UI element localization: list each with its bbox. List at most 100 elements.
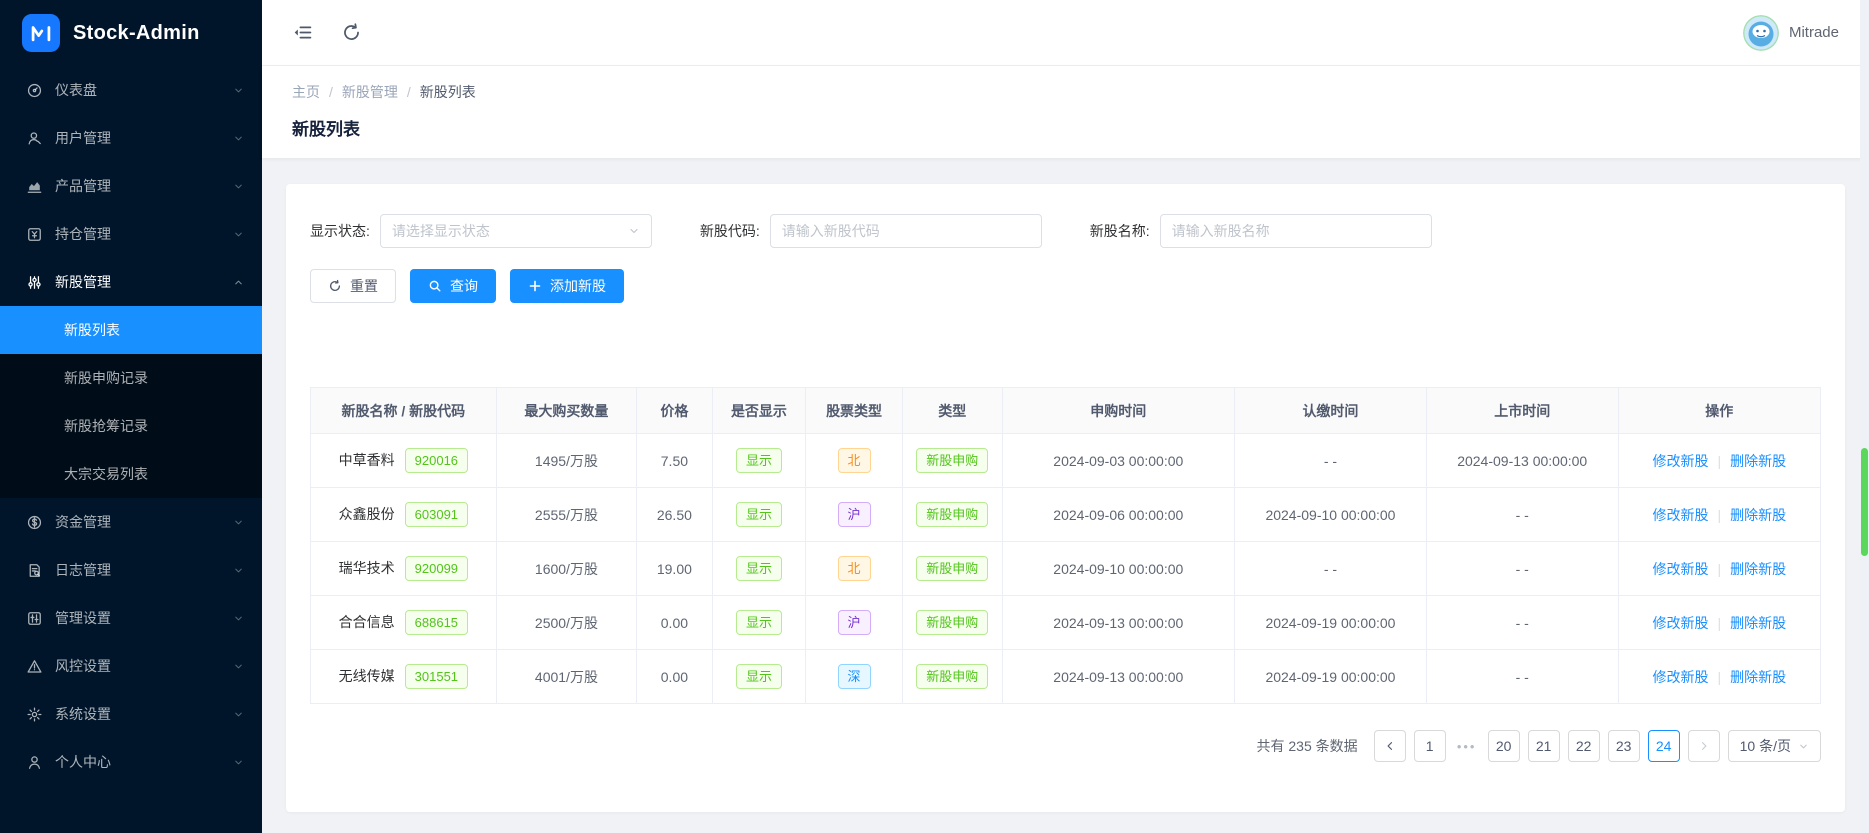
sidebar-item-label: 新股管理 (55, 274, 111, 290)
pagination-page-1[interactable]: 1 (1413, 730, 1446, 762)
main-area: Mitrade 主页 / 新股管理 / 新股列表 新股列表 显示状态: 请选择显示状态 … (262, 0, 1869, 833)
sidebar-item-funds[interactable]: 资金管理 (0, 498, 262, 546)
ipo-icon (26, 274, 43, 291)
page-title: 新股列表 (292, 120, 360, 139)
delete-ipo-link[interactable]: 删除新股 (1730, 614, 1787, 631)
add-ipo-button[interactable]: 添加新股 (510, 269, 624, 303)
pagination-page-20[interactable]: 20 (1487, 730, 1520, 762)
edit-ipo-link[interactable]: 修改新股 (1652, 614, 1709, 631)
cell-pay-time: - - (1234, 433, 1427, 488)
sidebar-item-label: 资金管理 (55, 514, 111, 530)
pagination-total: 共有 235 条数据 (1256, 738, 1358, 754)
pagination-next-button[interactable] (1687, 730, 1720, 762)
table-row: 无线传媒 301551 4001/万股 0.00 显示 深 新股申购 2024-09-13 0… (310, 649, 1822, 704)
chevron-down-icon (233, 517, 244, 528)
edit-ipo-link[interactable]: 修改新股 (1652, 560, 1709, 577)
sidebar-item-profile[interactable]: 个人中心 (0, 738, 262, 786)
pagination-page-24[interactable]: 24 (1647, 730, 1680, 762)
cell-max-buy: 2555/万股 (495, 487, 638, 542)
search-icon (428, 279, 442, 293)
column-header: 操作 (1617, 387, 1822, 434)
cell-market: 深 (805, 649, 903, 704)
app-logo[interactable]: Stock-Admin (0, 0, 262, 66)
operation-separator: | (1717, 452, 1722, 469)
pagination-page-22[interactable]: 22 (1567, 730, 1600, 762)
user-menu[interactable]: Mitrade (1742, 14, 1839, 51)
page-size-select[interactable]: 10 条/页 (1727, 730, 1821, 762)
edit-ipo-link[interactable]: 修改新股 (1652, 668, 1709, 685)
sidebar-item-risk-settings[interactable]: 风控设置 (0, 642, 262, 690)
edit-ipo-link[interactable]: 修改新股 (1652, 452, 1709, 469)
code-input[interactable] (769, 214, 1042, 248)
sidebar-subitem-ipo-list[interactable]: 新股列表 (0, 306, 262, 354)
sidebar-subitem-ipo-subscribe-records[interactable]: 新股申购记录 (64, 370, 148, 386)
users-icon (26, 130, 43, 147)
search-button[interactable]: 查询 (410, 269, 496, 303)
visible-tag: 显示 (735, 663, 782, 690)
breadcrumb: 主页 / 新股管理 / 新股列表 (292, 82, 1839, 102)
sidebar-item-products[interactable]: 产品管理 (0, 162, 262, 210)
sidebar-subitem-block-trade-list[interactable]: 大宗交易列表 (64, 466, 148, 482)
stock-name: 中草香料 (338, 451, 395, 468)
sidebar-item-users[interactable]: 用户管理 (0, 114, 262, 162)
cell-list-time: - - (1425, 649, 1619, 704)
cell-operations: 修改新股 | 删除新股 (1617, 433, 1822, 488)
column-header: 股票类型 (805, 387, 903, 434)
sidebar-item-positions[interactable]: 持仓管理 (0, 210, 262, 258)
cell-pay-time: 2024-09-19 00:00:00 (1234, 595, 1427, 650)
page-scrollbar[interactable] (1860, 0, 1869, 833)
pagination-ellipsis[interactable]: ••• (1456, 738, 1477, 754)
sidebar-item-label: 风控设置 (55, 658, 111, 674)
column-header: 类型 (901, 387, 1003, 434)
chevron-down-icon (233, 661, 244, 672)
delete-ipo-link[interactable]: 删除新股 (1730, 668, 1787, 685)
delete-ipo-link[interactable]: 删除新股 (1730, 452, 1787, 469)
logs-icon (26, 562, 43, 579)
sidebar-item-logs[interactable]: 日志管理 (0, 546, 262, 594)
stock-code-tag: 688615 (404, 609, 469, 636)
sidebar-item-admin-settings[interactable]: 管理设置 (0, 594, 262, 642)
stock-code-tag: 920099 (404, 555, 469, 582)
stock-code-tag: 301551 (404, 663, 469, 690)
name-input[interactable] (1159, 214, 1432, 248)
visible-tag: 显示 (735, 501, 782, 528)
sidebar-item-system-settings[interactable]: 系统设置 (0, 690, 262, 738)
stock-code-tag: 920016 (404, 447, 469, 474)
collapse-sidebar-icon[interactable] (292, 22, 313, 43)
avatar[interactable] (1742, 14, 1779, 51)
column-header: 认缴时间 (1234, 387, 1427, 434)
cell-pay-time: - - (1234, 541, 1427, 596)
delete-ipo-link[interactable]: 删除新股 (1730, 560, 1787, 577)
edit-ipo-link[interactable]: 修改新股 (1652, 506, 1709, 523)
funds-icon (26, 514, 43, 531)
sidebar-item-ipo[interactable]: 新股管理 (0, 258, 262, 306)
cell-visible: 显示 (711, 649, 807, 704)
reset-button[interactable]: 重置 (310, 269, 396, 303)
visible-tag: 显示 (735, 555, 782, 582)
products-icon (26, 178, 43, 195)
market-tag: 沪 (837, 609, 871, 636)
pagination-page-21[interactable]: 21 (1527, 730, 1560, 762)
cell-apply-time: 2024-09-10 00:00:00 (1001, 541, 1236, 596)
profile-icon (26, 754, 43, 771)
status-select[interactable]: 请选择显示状态 (379, 214, 652, 248)
market-tag: 北 (837, 447, 871, 474)
reset-icon (328, 279, 342, 293)
status-filter-label: 显示状态: (310, 223, 370, 239)
pagination-page-23[interactable]: 23 (1607, 730, 1640, 762)
cell-operations: 修改新股 | 删除新股 (1617, 649, 1822, 704)
delete-ipo-link[interactable]: 删除新股 (1730, 506, 1787, 523)
sidebar-item-label: 个人中心 (55, 754, 111, 770)
sidebar-item-label: 用户管理 (55, 130, 111, 146)
breadcrumb-item-2[interactable]: 新股管理 (341, 84, 398, 100)
refresh-icon[interactable] (341, 22, 362, 43)
cell-list-time: 2024-09-13 00:00:00 (1425, 433, 1619, 488)
name-filter-group: 新股名称: (1090, 214, 1432, 248)
pagination-prev-button[interactable] (1373, 730, 1406, 762)
sidebar-item-dashboard[interactable]: 仪表盘 (0, 66, 262, 114)
sidebar-subitem-ipo-grab-records[interactable]: 新股抢筹记录 (64, 418, 148, 434)
scrollbar-thumb[interactable] (1861, 448, 1868, 556)
type-tag: 新股申购 (916, 555, 989, 582)
breadcrumb-item-3: 新股列表 (419, 84, 476, 100)
breadcrumb-item-1[interactable]: 主页 (292, 84, 320, 100)
